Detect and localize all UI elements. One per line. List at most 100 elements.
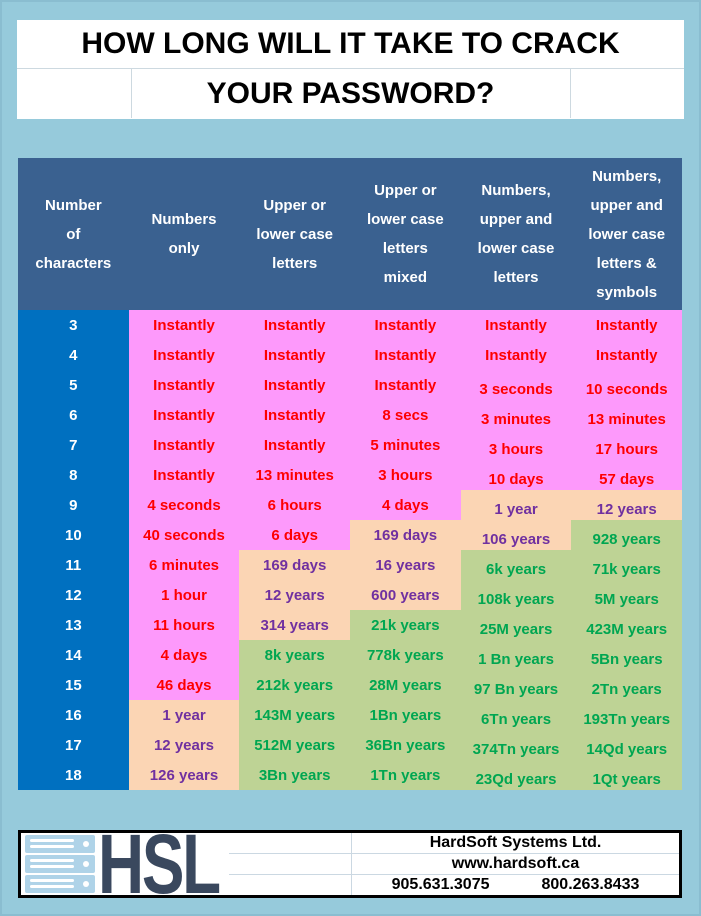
char-count-cell: 15 bbox=[18, 670, 129, 700]
crack-time-cell: Instantly bbox=[460, 340, 572, 370]
crack-time-cell: 106 years bbox=[460, 520, 572, 550]
crack-time-cell: 212k years bbox=[239, 670, 351, 700]
crack-time-cell: 46 days bbox=[128, 670, 240, 700]
page-title-line-2-row: YOUR PASSWORD? bbox=[17, 69, 684, 118]
crack-time-cell: 12 years bbox=[128, 730, 240, 760]
phone-number-1: 905.631.3075 bbox=[391, 875, 490, 893]
column-header: Upper or lower case letters bbox=[239, 158, 351, 310]
company-phones: 905.631.3075 800.263.8433 bbox=[352, 874, 679, 895]
char-count-cell: 10 bbox=[18, 520, 129, 550]
hsl-logo: HSL bbox=[98, 817, 221, 911]
column-header: Numbers, upper and lower case letters & symb… bbox=[571, 158, 683, 310]
server-unit-icon bbox=[25, 835, 95, 853]
crack-time-cell: 126 years bbox=[128, 760, 240, 790]
table-row: 11 6 minutes 169 days 16 years 6k years 71k y… bbox=[18, 550, 683, 580]
char-count-cell: 12 bbox=[18, 580, 129, 610]
crack-time-cell: 1 year bbox=[460, 490, 572, 520]
crack-time-cell: 193Tn years bbox=[571, 700, 683, 730]
table-row: 4 Instantly Instantly Instantly Instantly Ins… bbox=[18, 340, 683, 370]
crack-time-cell: 10 days bbox=[460, 460, 572, 490]
crack-time-cell: 423M years bbox=[571, 610, 683, 640]
crack-time-cell: 1 Bn years bbox=[460, 640, 572, 670]
crack-time-cell: 8k years bbox=[239, 640, 351, 670]
table-row: 12 1 hour 12 years 600 years 108k years 5M ye… bbox=[18, 580, 683, 610]
table-row: 18 126 years 3Bn years 1Tn years 23Qd years 1… bbox=[18, 760, 683, 790]
footer-gridline bbox=[229, 874, 679, 875]
crack-time-cell: 143M years bbox=[239, 700, 351, 730]
crack-time-cell: 6 days bbox=[239, 520, 351, 550]
crack-time-cell: 3 hours bbox=[350, 460, 461, 490]
crack-time-cell: 374Tn years bbox=[460, 730, 572, 760]
char-count-cell: 3 bbox=[18, 310, 129, 340]
crack-time-cell: 3 hours bbox=[460, 430, 572, 460]
crack-time-cell: 314 years bbox=[239, 610, 351, 640]
crack-time-cell: Instantly bbox=[350, 340, 461, 370]
crack-time-cell: 23Qd years bbox=[460, 760, 572, 790]
crack-time-cell: 4 seconds bbox=[128, 490, 240, 520]
table-row: 3 Instantly Instantly Instantly Instantly Ins… bbox=[18, 310, 683, 340]
crack-time-cell: 2Tn years bbox=[571, 670, 683, 700]
crack-time-cell: Instantly bbox=[128, 430, 240, 460]
crack-time-cell: 97 Bn years bbox=[460, 670, 572, 700]
crack-time-cell: 512M years bbox=[239, 730, 351, 760]
crack-time-cell: Instantly bbox=[239, 340, 351, 370]
crack-time-cell: 11 hours bbox=[128, 610, 240, 640]
crack-time-cell: Instantly bbox=[239, 430, 351, 460]
table-header-row: Number of characters Numbers only Upper or low… bbox=[18, 158, 683, 310]
server-unit-icon bbox=[25, 855, 95, 873]
crack-time-cell: 3Bn years bbox=[239, 760, 351, 790]
crack-time-cell: 1 hour bbox=[128, 580, 240, 610]
char-count-cell: 6 bbox=[18, 400, 129, 430]
table-row: 5 Instantly Instantly Instantly 3 seconds 10 … bbox=[18, 370, 683, 400]
crack-time-cell: 169 days bbox=[350, 520, 461, 550]
table-row: 13 11 hours 314 years 21k years 25M years 423… bbox=[18, 610, 683, 640]
crack-time-cell: Instantly bbox=[460, 310, 572, 340]
crack-time-cell: Instantly bbox=[239, 370, 351, 400]
crack-time-cell: 3 seconds bbox=[460, 370, 572, 400]
footer-gridline bbox=[229, 853, 679, 854]
crack-time-cell: 108k years bbox=[460, 580, 572, 610]
crack-time-cell: 3 minutes bbox=[460, 400, 572, 430]
table-row: 7 Instantly Instantly 5 minutes 3 hours 17 ho… bbox=[18, 430, 683, 460]
company-website: www.hardsoft.ca bbox=[451, 855, 580, 872]
crack-time-cell: 6 hours bbox=[239, 490, 351, 520]
char-count-cell: 17 bbox=[18, 730, 129, 760]
char-count-cell: 14 bbox=[18, 640, 129, 670]
crack-time-cell: 1Tn years bbox=[350, 760, 461, 790]
crack-time-cell: 40 seconds bbox=[128, 520, 240, 550]
crack-time-cell: Instantly bbox=[128, 460, 240, 490]
char-count-cell: 13 bbox=[18, 610, 129, 640]
crack-time-table: Number of characters Numbers only Upper or low… bbox=[18, 158, 683, 790]
crack-time-cell: Instantly bbox=[239, 310, 351, 340]
company-info: HardSoft Systems Ltd. www.hardsoft.ca 90… bbox=[352, 833, 679, 895]
company-name: HardSoft Systems Ltd. bbox=[429, 834, 602, 852]
crack-time-cell: Instantly bbox=[571, 340, 683, 370]
crack-time-cell: 13 minutes bbox=[239, 460, 351, 490]
crack-time-cell: Instantly bbox=[128, 340, 240, 370]
cell-divider bbox=[570, 69, 571, 118]
footer-card: HSL HardSoft Systems Ltd. www.hardsoft.c… bbox=[18, 817, 682, 911]
footer-divider bbox=[351, 833, 352, 895]
crack-time-cell: 5 minutes bbox=[350, 430, 461, 460]
table-row: 17 12 years 512M years 36Bn years 374Tn year… bbox=[18, 730, 683, 760]
crack-time-cell: 928 years bbox=[571, 520, 683, 550]
crack-time-cell: 12 years bbox=[571, 490, 683, 520]
char-count-cell: 8 bbox=[18, 460, 129, 490]
crack-time-cell: 25M years bbox=[460, 610, 572, 640]
crack-time-cell: 169 days bbox=[239, 550, 351, 580]
crack-time-cell: 6 minutes bbox=[128, 550, 240, 580]
char-count-cell: 11 bbox=[18, 550, 129, 580]
column-header: Numbers, upper and lower case letters bbox=[460, 158, 572, 310]
table-body: 3 Instantly Instantly Instantly Instantly Ins… bbox=[18, 310, 683, 790]
crack-time-cell: 71k years bbox=[571, 550, 683, 580]
crack-time-cell: 28M years bbox=[350, 670, 461, 700]
column-header: Number of characters bbox=[18, 158, 129, 310]
crack-time-cell: 13 minutes bbox=[571, 400, 683, 430]
table-row: 10 40 seconds 6 days 169 days 106 years 928 y… bbox=[18, 520, 683, 550]
column-header: Numbers only bbox=[128, 158, 240, 310]
crack-time-cell: 12 years bbox=[239, 580, 351, 610]
char-count-cell: 16 bbox=[18, 700, 129, 730]
crack-time-cell: Instantly bbox=[350, 370, 461, 400]
